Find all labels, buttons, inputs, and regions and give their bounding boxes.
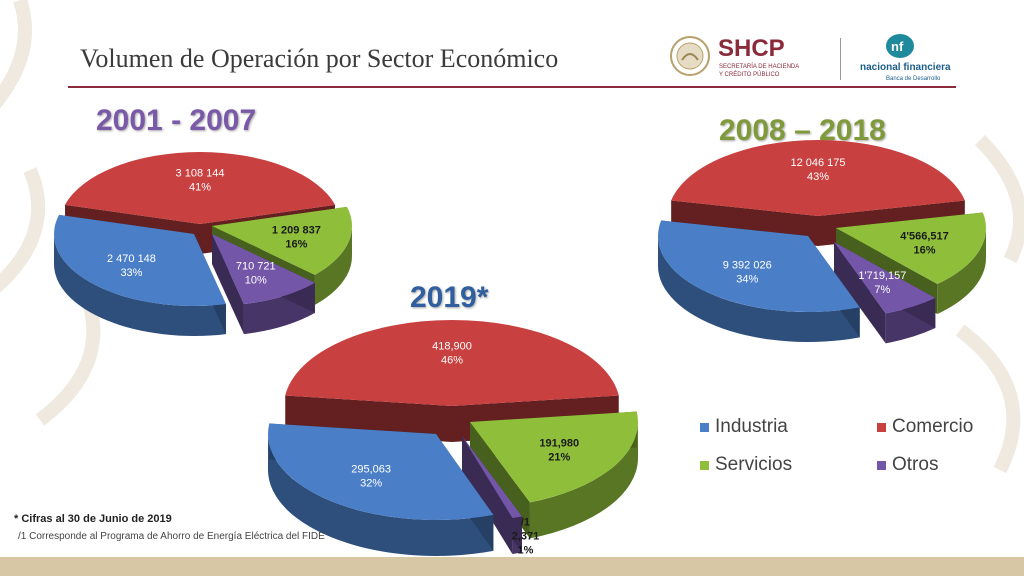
pie-edge-otros	[834, 242, 886, 344]
legend-item-servicios: Servicios	[700, 454, 792, 476]
nafin-logo: nf nacional financiera Banca de Desarrol…	[860, 34, 951, 82]
chart-title-2001-2007: 2001 - 2007	[96, 104, 257, 137]
pie-slice-otros	[834, 242, 936, 314]
data-label-servicios: 16%	[914, 244, 936, 256]
pie-slice-otros	[212, 234, 315, 305]
legend-label-industria: Industria	[715, 416, 788, 437]
data-label-comercio: 46%	[441, 355, 463, 367]
legend-swatch-otros	[877, 460, 886, 470]
svg-text:nf: nf	[891, 39, 904, 54]
data-label-industria: 34%	[736, 274, 758, 286]
pie-slice-servicios	[212, 206, 352, 275]
data-label-otros: 1%	[518, 544, 534, 556]
legend-swatch-servicios	[700, 460, 709, 470]
data-label-industria: 9 392 026	[723, 260, 772, 272]
pie-edge-otros	[212, 234, 244, 335]
shcp-logo: SHCP SECRETARÍA DE HACIENDA Y CRÉDITO PÚ…	[670, 35, 799, 78]
data-label-industria: 33%	[120, 267, 142, 279]
data-label-industria: 295,063	[351, 464, 391, 476]
pie-slice-industria	[658, 220, 860, 312]
data-label-industria: 32%	[360, 478, 382, 490]
slide-title: Volumen de Operación por Sector Económic…	[80, 44, 559, 73]
pie-side-servicios	[937, 228, 986, 315]
legend-swatch-comercio	[877, 422, 886, 432]
pie-slice-comercio	[671, 139, 965, 216]
data-label-servicios: 191,980	[539, 438, 579, 450]
pie-2001-2007: 3 108 144 41% 1 209 837 16% 710 721 10% 2 470 …	[53, 151, 353, 336]
legend-item-otros: Otros	[877, 454, 938, 476]
data-label-otros: 2,371	[512, 530, 540, 542]
data-label-otros: /1	[521, 516, 530, 528]
pie-side-industria	[658, 236, 860, 342]
data-label-servicios: 21%	[548, 452, 570, 464]
pie-side-industria	[54, 234, 226, 336]
legend-label-otros: Otros	[892, 454, 939, 475]
pie-slice-otros	[462, 436, 522, 519]
data-label-comercio: 3 108 144	[176, 167, 225, 179]
data-label-servicios: 4'566,517	[900, 230, 949, 242]
shcp-subtitle-2: Y CRÉDITO PÚBLICO	[719, 71, 780, 78]
title-underline	[68, 86, 956, 88]
data-label-otros: 10%	[245, 275, 267, 287]
chart-title-2019: 2019*	[410, 281, 489, 314]
pie-2008-2018: 12 046 175 43% 4'566,517 16% 1'719,157 7% 9 39…	[658, 139, 986, 344]
pie-2019: 418,900 46% 191,980 21% /1 2,371 1% 295,063 32%	[268, 320, 638, 556]
pie-side-servicios	[529, 422, 638, 539]
legend-swatch-industria	[700, 422, 709, 432]
bottom-band	[0, 557, 1024, 576]
legend-label-servicios: Servicios	[715, 454, 793, 475]
nafin-wordmark: nacional financiera	[860, 62, 951, 73]
footnote-fide: /1 Corresponde al Programa de Ahorro de …	[18, 531, 325, 542]
footnote-date: * Cifras al 30 de Junio de 2019	[14, 513, 172, 525]
pie-slice-servicios	[836, 212, 986, 285]
pie-slice-comercio	[65, 151, 335, 224]
pie-slice-industria	[268, 423, 494, 520]
data-label-servicios: 16%	[285, 239, 307, 251]
legend-item-industria: Industria	[700, 416, 788, 438]
pie-edge-otros	[462, 436, 513, 555]
shcp-wordmark: SHCP	[718, 35, 785, 62]
data-label-otros: 710 721	[236, 261, 276, 273]
data-label-otros: 1'719,157	[858, 270, 906, 282]
data-label-servicios: 1 209 837	[272, 225, 321, 237]
data-label-comercio: 12 046 175	[790, 157, 845, 169]
pie-side-servicios	[314, 226, 353, 305]
legend-item-comercio: Comercio	[877, 416, 973, 438]
pie-slice-comercio	[285, 320, 619, 406]
logo-divider	[840, 38, 841, 80]
data-label-comercio: 418,900	[432, 341, 472, 353]
data-label-industria: 2 470 148	[107, 253, 156, 265]
pie-slice-servicios	[470, 411, 638, 503]
data-label-comercio: 43%	[807, 171, 829, 183]
pie-slice-industria	[53, 214, 226, 306]
shcp-subtitle-1: SECRETARÍA DE HACIENDA	[719, 63, 799, 70]
pie-side-industria	[268, 434, 494, 556]
data-label-comercio: 41%	[189, 181, 211, 193]
legend-label-comercio: Comercio	[892, 416, 974, 437]
nafin-subtitle: Banca de Desarrollo	[886, 76, 941, 82]
data-label-otros: 7%	[874, 284, 890, 296]
